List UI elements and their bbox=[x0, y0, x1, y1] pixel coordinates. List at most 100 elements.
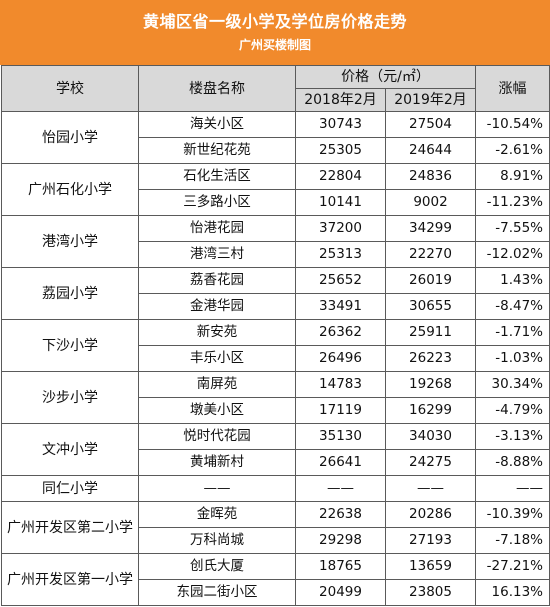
change-cell: -11.23% bbox=[475, 189, 550, 216]
price-2019-cell: 27193 bbox=[385, 527, 476, 554]
estate-name-cell: 荔香花园 bbox=[138, 267, 296, 294]
table-row: 港湾小学 怡港花园 37200 34299 -7.55% bbox=[1, 215, 550, 268]
change-cell: 1.43% bbox=[475, 267, 550, 294]
change-cell: 8.91% bbox=[475, 163, 550, 190]
change-cell: -27.21% bbox=[475, 553, 550, 580]
price-2019-cell: 25911 bbox=[385, 319, 476, 346]
change-cell: -1.03% bbox=[475, 345, 550, 372]
price-2019-cell: 23805 bbox=[385, 579, 476, 606]
school-name-cell: 同仁小学 bbox=[1, 475, 139, 502]
change-cell: 30.34% bbox=[475, 371, 550, 398]
school-name-cell: 广州石化小学 bbox=[1, 163, 139, 216]
estate-name-cell: 港湾三村 bbox=[138, 241, 296, 268]
table-row: 同仁小学 —— —— —— —— bbox=[1, 475, 550, 502]
table-row: 广州开发区第二小学 金晖苑 22638 20286 -10.39% bbox=[1, 501, 550, 554]
school-name-cell: 怡园小学 bbox=[1, 111, 139, 164]
table-row: 荔园小学 荔香花园 25652 26019 1.43% bbox=[1, 267, 550, 320]
price-2018-cell: 33491 bbox=[295, 293, 386, 320]
school-name-cell: 广州开发区第一小学 bbox=[1, 553, 139, 606]
price-2019-cell: 26223 bbox=[385, 345, 476, 372]
estate-name-cell: —— bbox=[138, 475, 296, 502]
price-2018-cell: 18765 bbox=[295, 553, 386, 580]
estate-name-cell: 金港华园 bbox=[138, 293, 296, 320]
table-row: 文冲小学 悦时代花园 35130 34030 -3.13% bbox=[1, 423, 550, 476]
table-row: 下沙小学 新安苑 26362 25911 -1.71% bbox=[1, 319, 550, 372]
col-school-header: 学校 bbox=[1, 65, 139, 112]
price-2019-cell: —— bbox=[385, 475, 476, 502]
estate-name-cell: 东园二街小区 bbox=[138, 579, 296, 606]
change-cell: -8.47% bbox=[475, 293, 550, 320]
price-2018-cell: 20499 bbox=[295, 579, 386, 606]
change-cell: -2.61% bbox=[475, 137, 550, 164]
price-2019-cell: 24275 bbox=[385, 449, 476, 476]
price-2018-cell: 14783 bbox=[295, 371, 386, 398]
header-row: 学校 楼盘名称 价格（元/㎡） 涨幅 bbox=[1, 65, 550, 112]
table-row: 三多路小区 10141 9002 -11.23% bbox=[2, 189, 550, 216]
price-2018-cell: 17119 bbox=[295, 397, 386, 424]
table-row: 广州石化小学 石化生活区 22804 24836 8.91% bbox=[1, 163, 550, 216]
col-estate-header: 楼盘名称 bbox=[138, 65, 296, 112]
estate-name-cell: 三多路小区 bbox=[138, 189, 296, 216]
price-2019-cell: 34030 bbox=[385, 423, 476, 450]
table-row: 广州开发区第一小学 创氏大厦 18765 13659 -27.21% bbox=[1, 553, 550, 606]
price-2019-cell: 20286 bbox=[385, 501, 476, 528]
col-2018-header: 2018年2月 bbox=[295, 88, 386, 112]
estate-name-cell: 石化生活区 bbox=[138, 163, 296, 190]
table-row: 万科尚城 29298 27193 -7.18% bbox=[2, 527, 550, 554]
school-name-cell: 荔园小学 bbox=[1, 267, 139, 320]
school-name-cell: 沙步小学 bbox=[1, 371, 139, 424]
change-cell: -10.54% bbox=[475, 111, 550, 138]
price-2019-cell: 34299 bbox=[385, 215, 476, 242]
estate-name-cell: 悦时代花园 bbox=[138, 423, 296, 450]
change-cell: -12.02% bbox=[475, 241, 550, 268]
price-2018-cell: 25313 bbox=[295, 241, 386, 268]
page-title: 黄埔区省一级小学及学位房价格走势 bbox=[142, 12, 407, 31]
price-2019-cell: 19268 bbox=[385, 371, 476, 398]
estate-name-cell: 墩美小区 bbox=[138, 397, 296, 424]
change-cell: -1.71% bbox=[475, 319, 550, 346]
table-body: 怡园小学 海关小区 30743 27504 -10.54% 新世纪花苑 25305 24644… bbox=[1, 111, 550, 606]
change-cell: -3.13% bbox=[475, 423, 550, 450]
estate-name-cell: 新安苑 bbox=[138, 319, 296, 346]
col-price-header: 价格（元/㎡） bbox=[295, 65, 476, 89]
estate-name-cell: 金晖苑 bbox=[138, 501, 296, 528]
change-cell: —— bbox=[475, 475, 550, 502]
price-2019-cell: 26019 bbox=[385, 267, 476, 294]
table-row: 金港华园 33491 30655 -8.47% bbox=[2, 293, 550, 320]
price-2019-cell: 16299 bbox=[385, 397, 476, 424]
estate-name-cell: 南屏苑 bbox=[138, 371, 296, 398]
estate-name-cell: 海关小区 bbox=[138, 111, 296, 138]
change-cell: -4.79% bbox=[475, 397, 550, 424]
price-2019-cell: 9002 bbox=[385, 189, 476, 216]
page-subtitle: 广州买楼制图 bbox=[238, 38, 311, 52]
table-row: 新世纪花苑 25305 24644 -2.61% bbox=[2, 137, 550, 164]
estate-name-cell: 新世纪花苑 bbox=[138, 137, 296, 164]
price-2019-cell: 27504 bbox=[385, 111, 476, 138]
price-2018-cell: 26496 bbox=[295, 345, 386, 372]
col-2019-header: 2019年2月 bbox=[385, 88, 476, 112]
table-row: 沙步小学 南屏苑 14783 19268 30.34% bbox=[1, 371, 550, 424]
estate-name-cell: 怡港花园 bbox=[138, 215, 296, 242]
price-2019-cell: 13659 bbox=[385, 553, 476, 580]
price-2019-cell: 30655 bbox=[385, 293, 476, 320]
price-2018-cell: 25305 bbox=[295, 137, 386, 164]
price-2018-cell: 26641 bbox=[295, 449, 386, 476]
estate-name-cell: 黄埔新村 bbox=[138, 449, 296, 476]
table-row: 丰乐小区 26496 26223 -1.03% bbox=[2, 345, 550, 372]
price-2018-cell: 37200 bbox=[295, 215, 386, 242]
school-name-cell: 港湾小学 bbox=[1, 215, 139, 268]
price-2019-cell: 24644 bbox=[385, 137, 476, 164]
price-2018-cell: 22804 bbox=[295, 163, 386, 190]
price-2018-cell: 26362 bbox=[295, 319, 386, 346]
price-2018-cell: 25652 bbox=[295, 267, 386, 294]
table-row: 东园二街小区 20499 23805 16.13% bbox=[2, 579, 550, 606]
change-cell: -7.55% bbox=[475, 215, 550, 242]
table-row: 怡园小学 海关小区 30743 27504 -10.54% bbox=[1, 111, 550, 164]
school-name-cell: 文冲小学 bbox=[1, 423, 139, 476]
price-table: 学校 楼盘名称 价格（元/㎡） 涨幅 2018年2月 2019年2月 怡园小学海… bbox=[1, 65, 550, 606]
price-2018-cell: 10141 bbox=[295, 189, 386, 216]
estate-name-cell: 创氏大厦 bbox=[138, 553, 296, 580]
school-name-cell: 广州开发区第二小学 bbox=[1, 501, 139, 554]
price-2018-cell: 30743 bbox=[295, 111, 386, 138]
